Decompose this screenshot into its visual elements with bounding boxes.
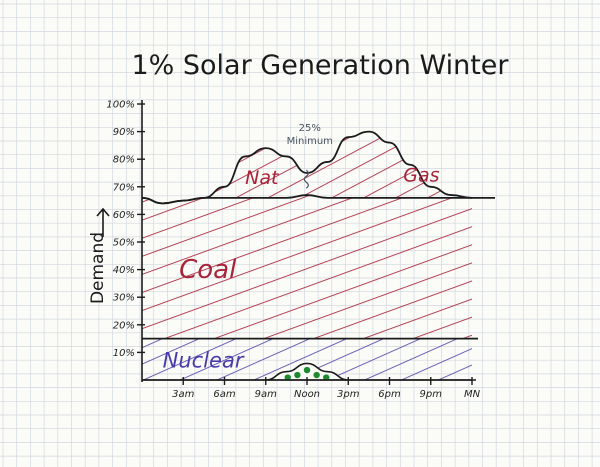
y-tick-label: 100% — [106, 100, 135, 111]
y-axis-label-arrow — [96, 207, 110, 237]
y-tick-label: 50% — [113, 238, 135, 249]
x-tick: MN — [464, 377, 481, 400]
y-tick-label: 40% — [113, 265, 135, 276]
y-tick: 70% — [113, 182, 145, 193]
x-tick-label: 6pm — [378, 389, 401, 400]
nat-gas-area — [142, 131, 472, 204]
y-tick: 80% — [113, 155, 145, 166]
y-tick-label: 10% — [113, 348, 135, 359]
y-tick-label: 90% — [113, 127, 135, 138]
minimum-annotation-percent: 25% — [299, 123, 321, 134]
x-tick: 3am — [172, 377, 195, 400]
y-tick: 20% — [113, 320, 145, 331]
nuclear-label: Nuclear — [163, 349, 245, 373]
x-tick: 6am — [213, 377, 236, 400]
y-tick: 50% — [113, 238, 145, 249]
x-tick: 9pm — [420, 377, 443, 400]
solar-dot — [294, 371, 301, 379]
x-tick-label: Noon — [294, 389, 320, 400]
minimum-annotation-word: Minimum — [287, 136, 333, 147]
nat-gas-label-nat: Nat — [245, 167, 280, 189]
x-tick: 3pm — [337, 377, 360, 400]
y-tick: 100% — [106, 100, 145, 111]
x-tick: 6pm — [378, 377, 401, 400]
solar-dot — [284, 374, 291, 381]
coal-label: Coal — [179, 255, 237, 285]
x-tick-label: 3am — [172, 389, 194, 400]
y-tick: 40% — [113, 265, 145, 276]
nat-gas-label-gas: Gas — [403, 164, 439, 186]
y-tick: 60% — [113, 210, 145, 221]
solar-dot — [313, 371, 320, 379]
y-tick-label: 20% — [113, 320, 135, 331]
x-tick: 9am — [255, 377, 277, 400]
nuclear-area — [142, 338, 472, 380]
coal-area — [142, 195, 472, 339]
y-tick-label: 80% — [113, 155, 135, 166]
solar-dot — [303, 366, 311, 374]
x-tick-label: 9pm — [420, 389, 443, 400]
y-tick-label: 70% — [113, 182, 135, 193]
y-tick: 90% — [113, 127, 145, 138]
y-axis-label: Demand — [88, 232, 108, 304]
y-tick: 10% — [113, 348, 145, 359]
label-layer: Nuclear Coal Nat Gas 25% Minimum — [163, 123, 440, 373]
x-tick-label: 3pm — [337, 389, 360, 400]
y-tick-label: 30% — [113, 293, 135, 304]
chart-title: 1% Solar Generation Winter — [131, 50, 509, 81]
y-tick-label: 60% — [113, 210, 135, 221]
axis-layer: 10% 20% 30% 40% 50% 60% 70% 80% 90% 100% 3am 6am 9am… — [106, 100, 480, 401]
x-tick: Noon — [294, 377, 320, 400]
area-layer — [141, 130, 495, 381]
nat-gas-boundary-line — [141, 130, 473, 205]
minimum-brace — [303, 169, 309, 189]
x-tick-label: 6am — [213, 389, 235, 400]
x-tick-label: MN — [464, 389, 481, 400]
x-tick-label: 9am — [255, 389, 277, 400]
y-tick: 30% — [113, 293, 145, 304]
solar-dot — [323, 374, 330, 381]
